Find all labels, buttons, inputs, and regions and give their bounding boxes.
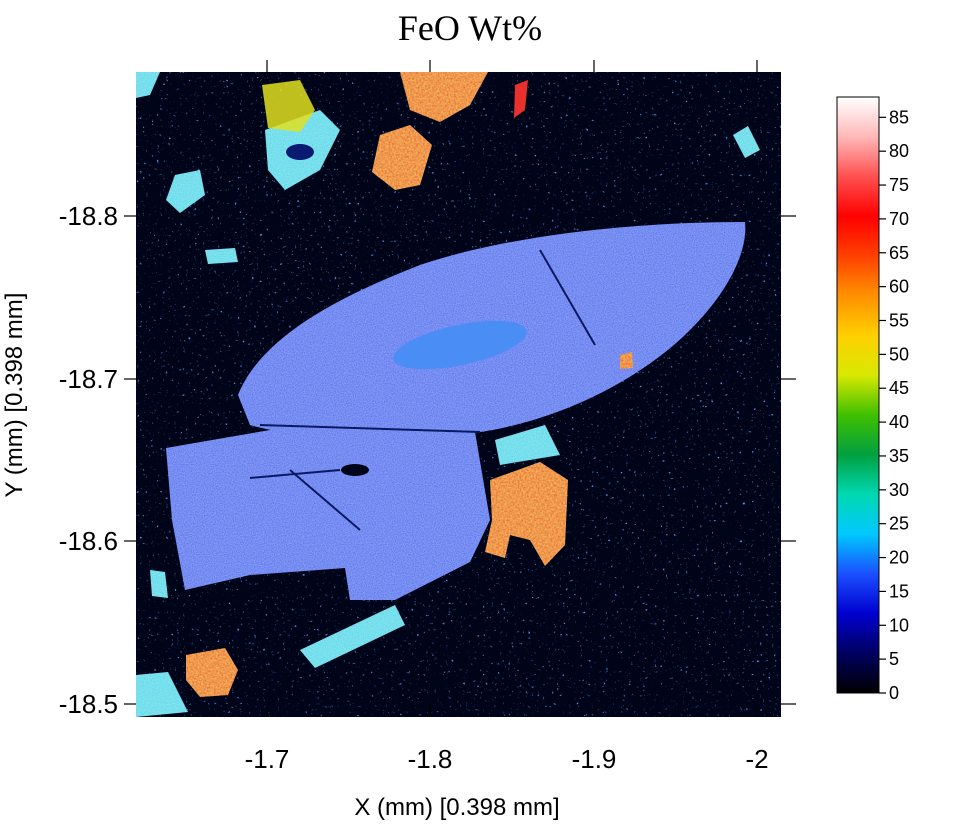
colorbar-tick-label: 60 [889,277,909,297]
dark-hole [286,144,314,160]
intermediate-grains [136,72,760,717]
colorbar-tick-label: 80 [889,141,909,161]
x-axis-label: X (mm) [0.398 mm] [354,794,559,821]
colorbar-tick-label: 0 [889,683,899,703]
crystal-core [393,320,527,370]
colorbar-tick-label: 20 [889,548,909,568]
cyan-grain [166,170,205,213]
cyan-grain [205,248,238,264]
colorbar-tick-label: 40 [889,412,909,432]
colorbar-tick-label: 25 [889,514,909,534]
x-tick-label: -1.8 [408,744,453,774]
y-tick-label: -18.5 [59,689,118,719]
red-speck [514,80,528,118]
x-tick-label: -2 [745,744,768,774]
y-tick-label: -18.6 [59,526,118,556]
cyan-grain [495,425,560,465]
colorbar-tick-label: 50 [889,344,909,364]
colorbar-tick-label: 65 [889,243,909,263]
cyan-grain [136,672,188,717]
colorbar-tick-label: 30 [889,480,909,500]
x-tick-label: -1.9 [572,744,617,774]
colorbar-tick-label: 55 [889,311,909,331]
cyan-grain [136,72,160,98]
colorbar-tick-label: 85 [889,107,909,127]
crystal-fractures [249,249,596,531]
dark-inclusion [341,464,369,476]
colorbar-tick-label: 35 [889,446,909,466]
colorbar-tick-label: 45 [889,378,909,398]
red-grain [485,462,568,566]
red-grain [620,352,633,369]
x-tick-label: -1.7 [245,744,290,774]
y-tick-label: -18.8 [59,201,118,231]
yellow-rim [262,80,315,132]
chart-title: FeO Wt% [398,8,542,48]
red-grain [186,648,238,697]
colorbar-scale [836,96,880,694]
colorbar-tick-label: 75 [889,175,909,195]
x-tick-marks [266,60,758,717]
lower-left-crystal [166,430,490,600]
y-axis-label: Y (mm) [0.398 mm] [1,293,28,498]
y-tick-label: -18.7 [59,364,118,394]
colorbar-tick-label: 70 [889,209,909,229]
cyan-grain [150,570,168,598]
red-grain [372,125,432,190]
red-grain [400,72,488,122]
heatmap-area [136,72,781,717]
y-axis: -18.8 -18.7 -18.6 -18.5 Y (mm) [0.398 mm… [1,201,796,719]
colorbar-tick-label: 10 [889,615,909,635]
high-feo-grains [186,72,633,697]
cyan-grain [733,126,760,158]
colorbar-tick-label: 15 [889,581,909,601]
colorbar-tick-label: 5 [889,649,899,669]
x-axis: -1.7 -1.8 -1.9 -2 X (mm) [0.398 mm] [245,60,769,821]
cyan-grain [300,605,405,668]
